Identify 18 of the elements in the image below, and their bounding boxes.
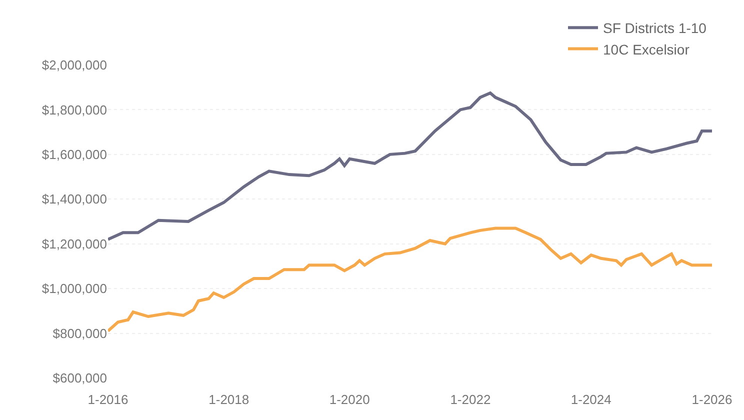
y-tick-label: $1,200,000 — [42, 236, 107, 252]
y-tick-label: $1,400,000 — [42, 192, 107, 207]
x-tick-label: 1-2026 — [692, 392, 732, 407]
y-tick-label: $2,000,000 — [42, 58, 107, 73]
x-tick-label: 1-2022 — [450, 392, 491, 407]
y-tick-label: $600,000 — [52, 370, 107, 386]
line-series — [108, 91, 712, 241]
y-tick-label: $1,000,000 — [42, 281, 107, 296]
x-tick-label: 1-2018 — [208, 392, 250, 407]
x-tick-label: 1-2024 — [570, 392, 612, 407]
x-tick-label: 1-2016 — [88, 392, 128, 407]
y-tick-label: $1,600,000 — [42, 146, 107, 162]
y-tick-label: $1,800,000 — [42, 102, 107, 118]
line-series — [108, 226, 712, 333]
legend-label: SF Districts 1-10 — [603, 20, 707, 36]
x-tick-label: 1-2020 — [329, 392, 370, 407]
y-tick-label: $800,000 — [52, 326, 107, 341]
legend-label: 10C Excelsior — [603, 41, 690, 58]
